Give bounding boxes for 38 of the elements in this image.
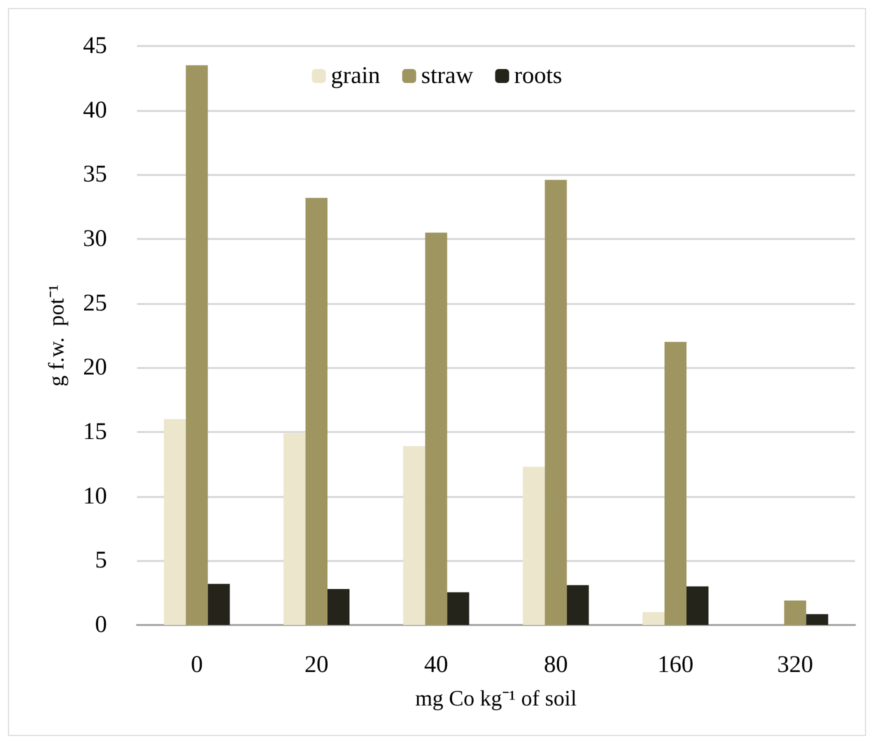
- x-tick-label: 40: [424, 652, 448, 678]
- x-axis-title: mg Co kg⁻¹ of soil: [415, 686, 577, 710]
- bar: [806, 614, 828, 625]
- bar: [425, 232, 448, 625]
- x-tick-label: 0: [190, 652, 203, 678]
- y-tick-label: 0: [95, 612, 107, 638]
- legend-label: roots: [514, 63, 562, 89]
- bar: [186, 65, 208, 625]
- x-tick-label: 20: [304, 652, 328, 678]
- bar: [642, 612, 664, 625]
- y-tick-label: 30: [83, 226, 107, 252]
- x-tick-label: 160: [658, 652, 694, 678]
- bar: [784, 600, 806, 625]
- bar: [447, 592, 470, 625]
- bar: [306, 198, 328, 625]
- bar: [686, 586, 708, 625]
- bar: [664, 342, 686, 625]
- y-tick-label: 25: [83, 290, 107, 316]
- y-tick-label: 5: [95, 548, 107, 574]
- y-axis-title: g f.w. pot⁻¹: [44, 284, 68, 386]
- bar: [566, 585, 589, 625]
- y-tick-label: 15: [83, 419, 107, 445]
- bar: [164, 419, 186, 625]
- y-tick-label: 10: [83, 483, 107, 510]
- bar: [284, 433, 306, 625]
- bar: [522, 466, 545, 625]
- bar: [403, 446, 426, 625]
- bar: [544, 180, 567, 625]
- y-tick-label: 40: [83, 97, 107, 124]
- y-tick-label: 35: [83, 162, 107, 188]
- legend-label: straw: [421, 63, 474, 89]
- y-tick-label: 20: [83, 354, 107, 381]
- y-tick-label: 45: [83, 33, 107, 59]
- bar: [328, 588, 350, 625]
- x-tick-label: 80: [544, 652, 568, 678]
- legend-label: grain: [330, 63, 380, 89]
- x-tick-label: 320: [777, 652, 814, 678]
- bar: [208, 584, 230, 625]
